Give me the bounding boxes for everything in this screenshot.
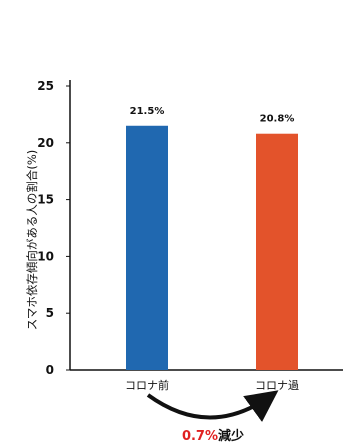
- bars: [126, 125, 298, 370]
- decrease-text: 減少: [218, 428, 244, 444]
- y-tick-label: 15: [37, 193, 54, 207]
- y-tick-label: 5: [46, 306, 54, 320]
- y-tick-label: 0: [46, 363, 54, 377]
- bar: [256, 133, 298, 370]
- bar-value-label: 21.5%: [130, 106, 165, 117]
- y-tick-label: 20: [37, 136, 54, 150]
- y-axis-title: スマホ依存傾向がある人の割合(%): [25, 150, 39, 331]
- data-labels: 21.5% 20.8%: [130, 106, 295, 125]
- bar: [126, 125, 168, 370]
- decrease-arrow: [146, 390, 279, 423]
- bar-value-label: 20.8%: [260, 114, 295, 125]
- x-tick-labels: コロナ前 コロナ過: [125, 378, 299, 392]
- decrease-annotation: 0.7%減少: [182, 428, 244, 444]
- x-category-label: コロナ前: [125, 378, 169, 392]
- y-tick-label: 10: [37, 249, 54, 263]
- y-tick-label: 25: [37, 79, 54, 93]
- y-ticks: 0 5 10 15 20 25: [37, 79, 70, 377]
- decrease-value: 0.7%: [182, 429, 218, 444]
- x-category-label: コロナ過: [255, 379, 299, 392]
